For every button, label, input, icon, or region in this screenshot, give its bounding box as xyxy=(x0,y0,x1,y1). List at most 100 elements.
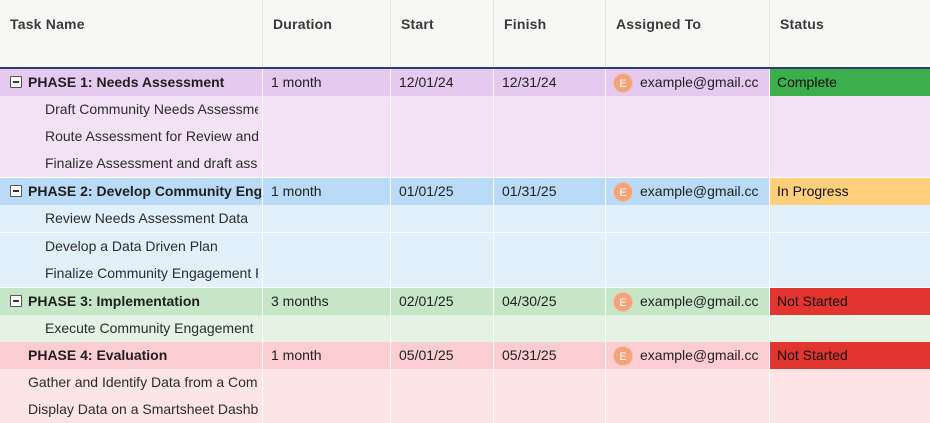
start-date-cell[interactable] xyxy=(391,396,494,423)
start-date-cell[interactable]: 01/01/25 xyxy=(391,178,494,205)
finish-date-cell[interactable]: 04/30/25 xyxy=(494,288,606,315)
start-date-cell[interactable] xyxy=(391,205,494,232)
task-name-cell[interactable]: PHASE 4: Evaluation xyxy=(0,342,263,369)
task-name-cell[interactable]: Finalize Assessment and draft assumption… xyxy=(0,150,263,177)
table-row[interactable]: Draft Community Needs Assessment xyxy=(0,96,930,124)
duration-cell[interactable]: 1 month xyxy=(263,69,391,96)
status-cell[interactable] xyxy=(770,205,930,232)
task-name-cell[interactable]: Draft Community Needs Assessment xyxy=(0,96,263,123)
finish-date-cell[interactable]: 01/31/25 xyxy=(494,178,606,205)
assigned-to-cell[interactable]: E example@gmail.cc xyxy=(606,342,770,369)
task-name-cell[interactable]: Finalize Community Engagement Plan xyxy=(0,260,263,287)
table-row[interactable]: Route Assessment for Review and Approval xyxy=(0,123,930,151)
finish-date-cell[interactable] xyxy=(494,260,606,287)
assigned-to-cell[interactable]: E example@gmail.cc xyxy=(606,178,770,205)
table-row[interactable]: Execute Community Engagement Plan xyxy=(0,315,930,343)
status-cell[interactable] xyxy=(770,260,930,287)
start-date-cell[interactable] xyxy=(391,369,494,396)
finish-date-cell[interactable] xyxy=(494,205,606,232)
status-cell[interactable] xyxy=(770,150,930,177)
column-header-start[interactable]: Start xyxy=(391,0,494,67)
table-row[interactable]: Gather and Identify Data from a Communit… xyxy=(0,369,930,397)
duration-cell[interactable] xyxy=(263,260,391,287)
table-row[interactable]: Display Data on a Smartsheet Dashboard xyxy=(0,396,930,423)
start-date-cell[interactable] xyxy=(391,233,494,260)
assigned-to-cell[interactable] xyxy=(606,315,770,342)
assigned-to-cell[interactable] xyxy=(606,369,770,396)
assigned-to-cell[interactable] xyxy=(606,396,770,423)
table-row[interactable]: Review Needs Assessment Data xyxy=(0,205,930,233)
table-row[interactable]: Finalize Community Engagement Plan xyxy=(0,260,930,288)
status-cell[interactable]: Not Started xyxy=(770,342,930,369)
start-date-cell[interactable] xyxy=(391,315,494,342)
assigned-to-cell[interactable] xyxy=(606,205,770,232)
assigned-to-cell[interactable] xyxy=(606,260,770,287)
status-cell[interactable]: Complete xyxy=(770,69,930,96)
assigned-to-cell[interactable]: E example@gmail.cc xyxy=(606,288,770,315)
task-name-cell[interactable]: Execute Community Engagement Plan xyxy=(0,315,263,342)
table-row-phase-4[interactable]: PHASE 4: Evaluation 1 month 05/01/25 05/… xyxy=(0,342,930,370)
task-name-cell[interactable]: PHASE 1: Needs Assessment xyxy=(0,69,263,96)
table-row-phase-3[interactable]: PHASE 3: Implementation 3 months 02/01/2… xyxy=(0,288,930,316)
finish-date-cell[interactable] xyxy=(494,396,606,423)
task-name-cell[interactable]: Develop a Data Driven Plan xyxy=(0,233,263,260)
duration-cell[interactable] xyxy=(263,205,391,232)
collapse-minus-icon[interactable] xyxy=(10,295,22,307)
status-cell[interactable] xyxy=(770,96,930,123)
column-header-duration[interactable]: Duration xyxy=(263,0,391,67)
duration-cell[interactable] xyxy=(263,369,391,396)
assigned-to-cell[interactable] xyxy=(606,123,770,150)
start-date-cell[interactable]: 12/01/24 xyxy=(391,69,494,96)
status-cell[interactable] xyxy=(770,315,930,342)
status-cell[interactable]: Not Started xyxy=(770,288,930,315)
assigned-to-cell[interactable] xyxy=(606,150,770,177)
finish-date-cell[interactable] xyxy=(494,96,606,123)
task-name-cell[interactable]: Gather and Identify Data from a Communit… xyxy=(0,369,263,396)
start-date-cell[interactable] xyxy=(391,96,494,123)
start-date-cell[interactable] xyxy=(391,123,494,150)
duration-cell[interactable]: 1 month xyxy=(263,178,391,205)
duration-cell[interactable]: 3 months xyxy=(263,288,391,315)
assigned-to-cell[interactable]: E example@gmail.cc xyxy=(606,69,770,96)
task-name-cell[interactable]: PHASE 2: Develop Community Engagement Pl… xyxy=(0,178,263,205)
duration-cell[interactable] xyxy=(263,315,391,342)
finish-date-cell[interactable] xyxy=(494,369,606,396)
task-name-cell[interactable]: Route Assessment for Review and Approval xyxy=(0,123,263,150)
status-cell[interactable] xyxy=(770,123,930,150)
finish-date-cell[interactable] xyxy=(494,123,606,150)
finish-date-cell[interactable] xyxy=(494,150,606,177)
table-row-phase-1[interactable]: PHASE 1: Needs Assessment 1 month 12/01/… xyxy=(0,69,930,97)
start-date-cell[interactable] xyxy=(391,150,494,177)
duration-cell[interactable] xyxy=(263,96,391,123)
duration-cell[interactable] xyxy=(263,396,391,423)
status-cell[interactable] xyxy=(770,369,930,396)
finish-date-cell[interactable] xyxy=(494,233,606,260)
start-date-cell[interactable] xyxy=(391,260,494,287)
column-header-status[interactable]: Status xyxy=(780,16,824,32)
task-name-cell[interactable]: Review Needs Assessment Data xyxy=(0,205,263,232)
assigned-to-cell[interactable] xyxy=(606,96,770,123)
finish-date-cell[interactable]: 12/31/24 xyxy=(494,69,606,96)
duration-cell[interactable]: 1 month xyxy=(263,342,391,369)
table-row[interactable]: Develop a Data Driven Plan xyxy=(0,233,930,261)
column-header-finish[interactable]: Finish xyxy=(494,0,606,67)
task-name-cell[interactable]: PHASE 3: Implementation xyxy=(0,288,263,315)
collapse-minus-icon[interactable] xyxy=(10,185,22,197)
task-name-cell[interactable]: Display Data on a Smartsheet Dashboard xyxy=(0,396,263,423)
table-row-phase-2[interactable]: PHASE 2: Develop Community Engagement Pl… xyxy=(0,178,930,206)
status-cell[interactable] xyxy=(770,396,930,423)
finish-date-cell[interactable]: 05/31/25 xyxy=(494,342,606,369)
table-row[interactable]: Finalize Assessment and draft assumption… xyxy=(0,150,930,178)
column-header-assigned-to[interactable]: Assigned To xyxy=(606,0,770,67)
duration-cell[interactable] xyxy=(263,150,391,177)
status-cell[interactable] xyxy=(770,233,930,260)
finish-date-cell[interactable] xyxy=(494,315,606,342)
collapse-minus-icon[interactable] xyxy=(10,76,22,88)
status-cell[interactable]: In Progress xyxy=(770,178,930,205)
duration-cell[interactable] xyxy=(263,233,391,260)
start-date-cell[interactable]: 02/01/25 xyxy=(391,288,494,315)
assigned-to-cell[interactable] xyxy=(606,233,770,260)
start-date-cell[interactable]: 05/01/25 xyxy=(391,342,494,369)
duration-cell[interactable] xyxy=(263,123,391,150)
column-header-task-name[interactable]: Task Name xyxy=(0,0,263,67)
